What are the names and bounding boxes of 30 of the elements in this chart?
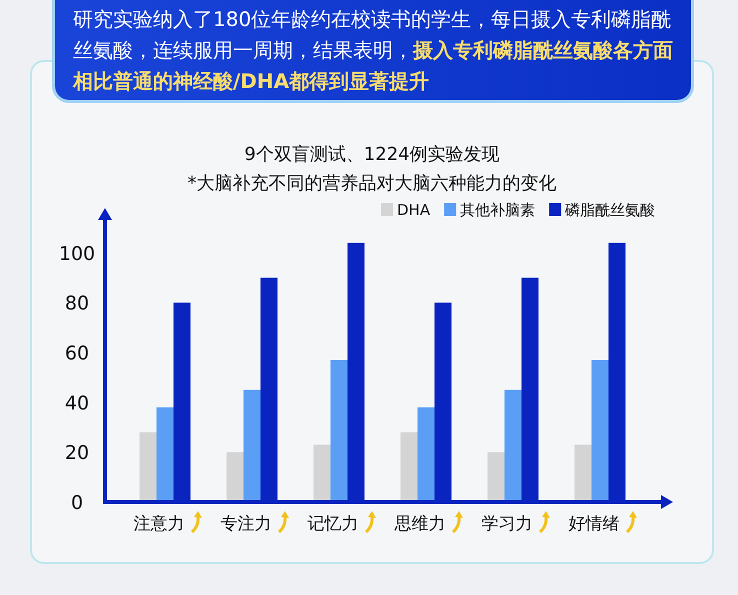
chart-title: 9个双盲测试、1224例实验发现 bbox=[244, 144, 500, 165]
bar bbox=[226, 452, 244, 502]
x-tick-label: 好情绪 bbox=[568, 514, 620, 534]
bar bbox=[244, 390, 260, 502]
legend-label: DHA bbox=[397, 201, 431, 219]
y-tick-label: 40 bbox=[64, 392, 90, 414]
legend-label: 其他补脑素 bbox=[460, 201, 536, 219]
x-tick-label: 思维力 bbox=[394, 514, 446, 534]
legend-label: 磷脂酰丝氨酸 bbox=[564, 201, 656, 219]
y-tick-label: 80 bbox=[64, 292, 90, 315]
x-tick-label: 记忆力 bbox=[308, 514, 358, 534]
y-tick-label: 100 bbox=[58, 242, 96, 265]
bar bbox=[156, 407, 174, 502]
text: 研究实验纳入了180位年龄约在校读书的学生，每日摄入专利磷脂酰丝氨酸，连续服用一周期，结果表明，摄入专利磷脂酰丝氨酸各方面相比普通的神经酸/DHA都得到显著提升 bbox=[73, 7, 673, 93]
bar bbox=[418, 407, 434, 502]
x-tick-label: 注意力 bbox=[134, 514, 184, 534]
bar bbox=[504, 390, 522, 502]
bar bbox=[400, 432, 418, 502]
bar bbox=[574, 444, 592, 502]
y-tick-label: 60 bbox=[64, 342, 90, 365]
y-tick-label: 0 bbox=[70, 492, 84, 514]
bar bbox=[314, 444, 330, 502]
chart-subtitle: *大脑补充不同的营养品对大脑六种能力的变化 bbox=[188, 173, 556, 194]
bar bbox=[140, 432, 156, 502]
x-tick-label: 学习力 bbox=[482, 514, 532, 534]
bar bbox=[488, 452, 504, 502]
bar bbox=[330, 360, 348, 502]
bar bbox=[592, 360, 608, 502]
y-tick-label: 20 bbox=[64, 442, 90, 464]
x-tick-label: 专注力 bbox=[220, 514, 272, 534]
